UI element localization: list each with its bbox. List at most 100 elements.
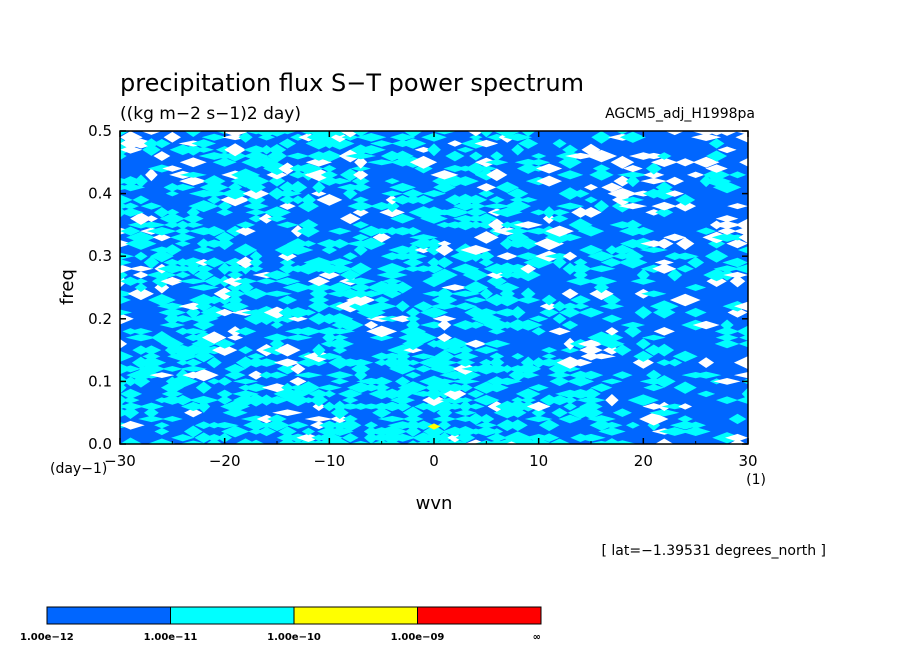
field-cell-mid bbox=[469, 151, 483, 161]
field-cell-mid bbox=[513, 319, 543, 331]
field-cell-low bbox=[437, 319, 452, 331]
field-cell-mid bbox=[465, 207, 487, 217]
field-cell-low bbox=[488, 218, 506, 232]
field-cell-mid bbox=[227, 182, 243, 193]
field-cell-mid bbox=[306, 131, 332, 138]
field-cell-mid bbox=[475, 421, 498, 429]
field-cell-mid bbox=[149, 246, 174, 254]
field-cell-mid bbox=[528, 384, 549, 392]
field-cell-mid bbox=[507, 188, 529, 200]
field-cell-low bbox=[436, 333, 452, 343]
field-cell-mid bbox=[559, 307, 582, 318]
field-cell-mid bbox=[495, 181, 519, 194]
field-cell-mid bbox=[193, 146, 214, 153]
field-cell-mid bbox=[486, 433, 508, 443]
field-cell-mid bbox=[436, 432, 453, 444]
field-cell-mid bbox=[278, 263, 296, 275]
field-cell-mid bbox=[267, 414, 287, 424]
field-cell-mid bbox=[675, 193, 696, 206]
field-cell-low bbox=[160, 276, 185, 286]
field-cell-mid bbox=[531, 407, 546, 418]
field-cell-mid bbox=[241, 383, 271, 392]
field-cell-mid bbox=[120, 183, 146, 192]
field-cell-mid bbox=[165, 208, 180, 216]
field-cell-low bbox=[304, 416, 334, 422]
field-cell-mid bbox=[478, 189, 495, 198]
x-tick-label: −10 bbox=[314, 452, 346, 470]
field-cell-mid bbox=[240, 415, 272, 423]
field-cell-mid bbox=[294, 262, 323, 275]
field-cell-mid bbox=[587, 251, 616, 262]
field-cell-mid bbox=[478, 258, 494, 267]
field-cell-mid bbox=[120, 208, 144, 217]
field-cell-mid bbox=[134, 278, 148, 285]
x-tick-label: −20 bbox=[209, 452, 241, 470]
field-cell-mid bbox=[576, 396, 606, 404]
field-cell-mid bbox=[188, 395, 219, 405]
field-cell-mid bbox=[266, 149, 288, 163]
field-cell-mid bbox=[278, 426, 297, 437]
field-cell-low bbox=[602, 345, 621, 355]
field-cell-mid bbox=[288, 171, 307, 179]
field-cell-low bbox=[545, 225, 574, 237]
field-cell-mid bbox=[392, 356, 414, 369]
field-cell-mid bbox=[413, 301, 434, 312]
field-cell-mid bbox=[423, 425, 445, 438]
field-cell-mid bbox=[393, 401, 412, 412]
field-cell-mid bbox=[324, 328, 356, 335]
field-cell-mid bbox=[411, 353, 436, 360]
field-cell-mid bbox=[571, 189, 590, 198]
field-cell-mid bbox=[464, 194, 488, 205]
field-cell-mid bbox=[296, 358, 321, 367]
field-cell-low bbox=[179, 157, 207, 168]
field-cell-mid bbox=[654, 343, 675, 357]
y-tick-label: 0.5 bbox=[88, 122, 112, 140]
field-cell-mid bbox=[421, 190, 447, 198]
field-cell-mid bbox=[732, 264, 748, 274]
field-cell-mid bbox=[293, 326, 323, 336]
field-cell-low bbox=[235, 226, 256, 236]
field-cell-low bbox=[686, 171, 705, 179]
field-cell-mid bbox=[157, 302, 188, 310]
field-cell-mid bbox=[144, 407, 159, 419]
field-cell-mid bbox=[163, 221, 182, 229]
field-cell-low bbox=[711, 221, 743, 229]
field-cell-mid bbox=[183, 221, 204, 228]
field-cell-mid bbox=[402, 406, 424, 419]
field-cell-mid bbox=[189, 293, 219, 307]
field-cell-mid bbox=[120, 295, 132, 305]
field-cell-mid bbox=[673, 381, 697, 394]
field-cell-mid bbox=[282, 244, 314, 255]
field-cell-mid bbox=[183, 143, 204, 156]
field-cell-low bbox=[460, 244, 492, 255]
field-cell-mid bbox=[431, 131, 458, 135]
field-cell-mid bbox=[405, 307, 421, 318]
field-cell-mid bbox=[491, 207, 523, 218]
field-cell-mid bbox=[126, 231, 156, 244]
field-cell-mid bbox=[213, 339, 236, 349]
field-cell-mid bbox=[488, 196, 505, 204]
field-cell-mid bbox=[132, 195, 150, 205]
field-cell-mid bbox=[193, 246, 215, 254]
field-cell-mid bbox=[648, 187, 680, 200]
field-cell-mid bbox=[549, 376, 570, 387]
field-cell-mid bbox=[527, 159, 550, 166]
field-cell-mid bbox=[627, 394, 659, 406]
field-cell-low bbox=[655, 238, 674, 249]
field-cell-low bbox=[430, 170, 459, 180]
field-cell-mid bbox=[453, 201, 478, 211]
field-cell-mid bbox=[356, 132, 387, 142]
field-cell-low bbox=[242, 187, 270, 200]
field-cell-mid bbox=[632, 226, 655, 236]
field-cell-mid bbox=[263, 270, 291, 280]
field-cell-mid bbox=[736, 396, 748, 405]
field-cell-mid bbox=[174, 240, 191, 247]
field-cell-mid bbox=[309, 393, 329, 407]
field-cell-mid bbox=[431, 268, 458, 282]
y-axis-label: freq bbox=[57, 269, 78, 305]
field-cell-mid bbox=[590, 383, 613, 392]
colorbar-segment bbox=[417, 607, 541, 624]
field-cell-mid bbox=[178, 328, 208, 335]
field-cell-low bbox=[705, 164, 728, 173]
field-cell-mid bbox=[455, 358, 476, 367]
